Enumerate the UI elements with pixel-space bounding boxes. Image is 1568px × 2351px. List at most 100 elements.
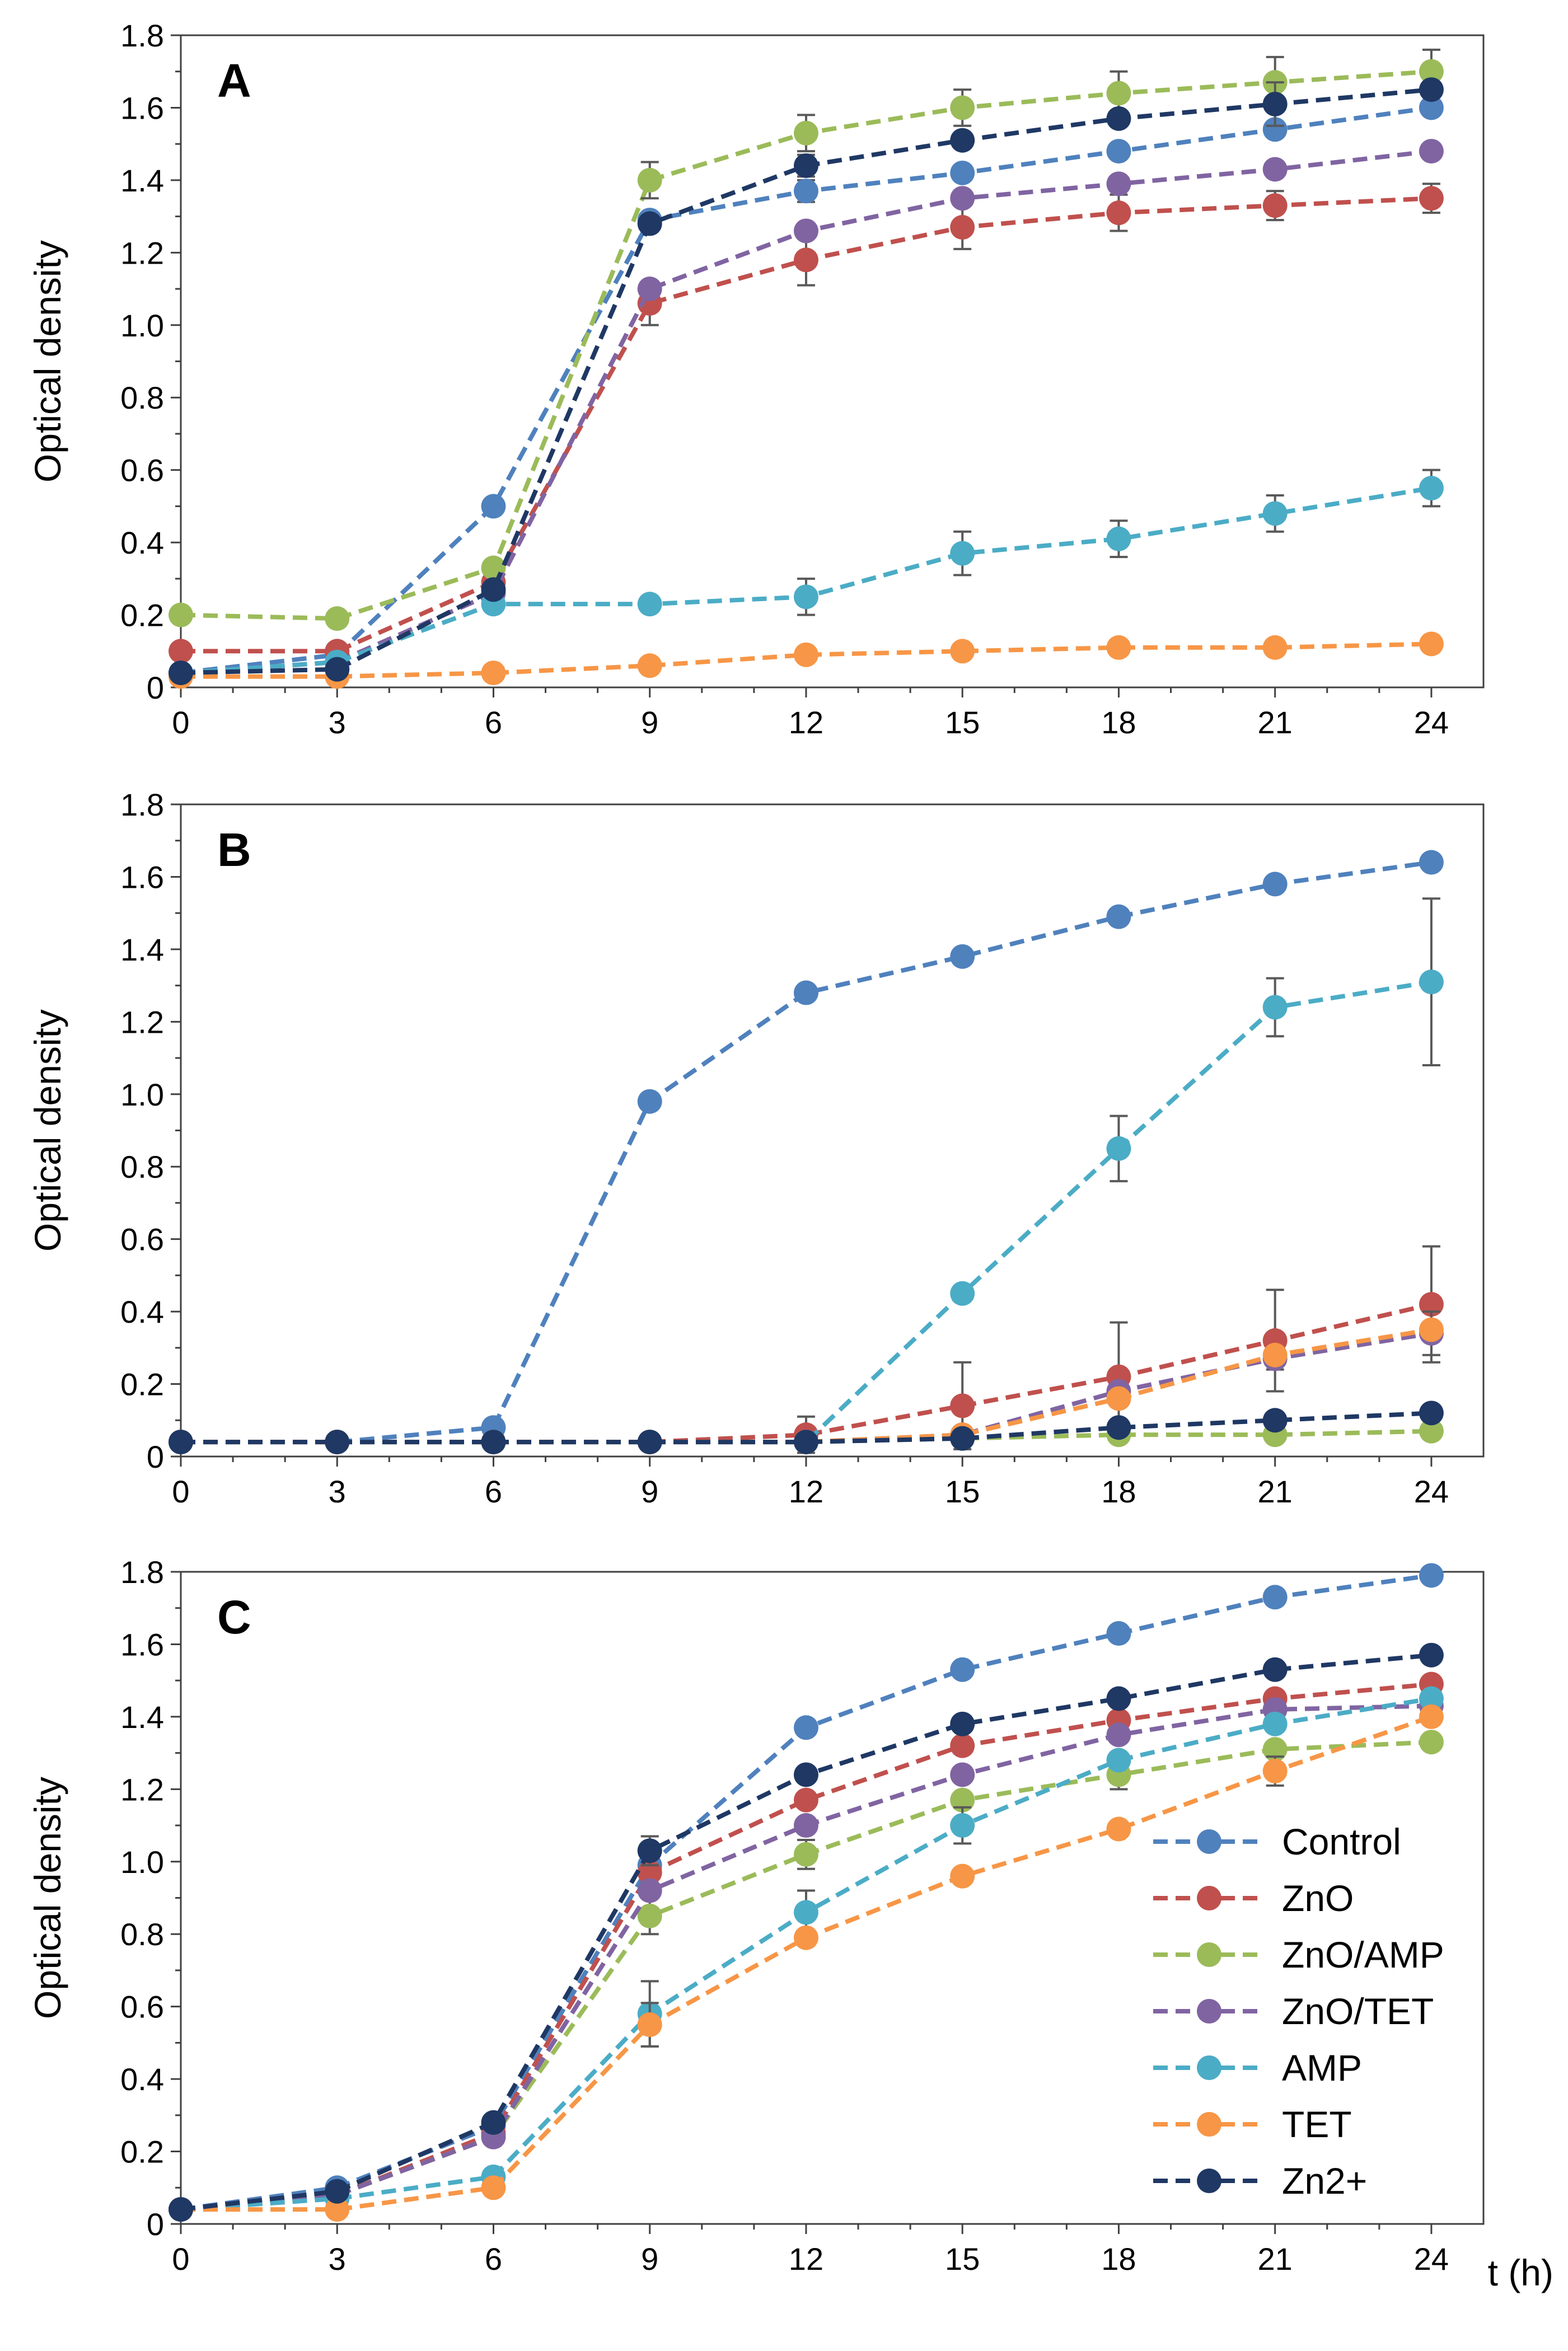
data-point [325, 606, 350, 631]
y-tick-label: 1.4 [120, 1699, 164, 1735]
data-point [793, 218, 818, 243]
data-point [637, 167, 662, 193]
data-point [481, 1430, 506, 1455]
data-point [637, 211, 662, 236]
data-point [1262, 117, 1288, 142]
x-tick-label: 18 [1101, 1474, 1136, 1509]
series-ZnO [168, 1245, 1444, 1455]
legend-label: ZnO/AMP [1282, 1934, 1444, 1975]
x-tick-label: 6 [485, 705, 502, 740]
data-point [950, 1393, 975, 1418]
y-tick-label: 1.4 [120, 932, 164, 967]
data-point [793, 1787, 818, 1813]
data-point [793, 247, 818, 273]
data-point [325, 1430, 350, 1455]
data-point [793, 1715, 818, 1740]
x-tick-label: 18 [1101, 705, 1136, 740]
data-point [950, 1733, 975, 1758]
y-tick-label: 1.2 [120, 1004, 164, 1039]
series-Zn2+ [168, 1401, 1444, 1455]
panel-label: A [217, 54, 251, 107]
y-tick-label: 1.8 [120, 18, 164, 53]
y-tick-label: 0.4 [120, 525, 164, 560]
legend-marker [1197, 2112, 1221, 2137]
data-point [1106, 200, 1131, 226]
data-point [1106, 1722, 1131, 1748]
data-point [481, 2175, 506, 2200]
series-line [181, 980, 1432, 1445]
series-ZnO/TET [168, 139, 1444, 686]
data-point [1262, 1758, 1288, 1783]
legend-label: ZnO [1282, 1877, 1354, 1919]
x-tick-label: 3 [329, 2241, 346, 2277]
data-point [1262, 635, 1288, 660]
data-point [1262, 872, 1288, 897]
y-tick-label: 1.2 [120, 235, 164, 270]
data-point [793, 1925, 818, 1950]
data-point [950, 1762, 975, 1787]
chart-panel-C: 0 0.2 0.4 0.6 0.8 1.0 1.2 1.4 1.6 1.8 0 3 6 9 12 15 18 21… [27, 1554, 1553, 2293]
data-point [637, 1089, 662, 1114]
chart-panel-A: 0 0.2 0.4 0.6 0.8 1.0 1.2 1.4 1.6 1.8 0 3 6 9 12 15 18 21… [27, 18, 1485, 740]
data-point [1106, 635, 1131, 660]
x-tick-label: 0 [172, 705, 189, 740]
x-tick-label: 3 [329, 705, 346, 740]
data-point [793, 1430, 818, 1455]
data-point [950, 215, 975, 240]
data-point [950, 1281, 975, 1306]
data-point [793, 1813, 818, 1838]
data-point [1419, 631, 1444, 657]
data-point [950, 1426, 975, 1451]
data-point [950, 128, 975, 153]
legend-label: ZnO/TET [1282, 1991, 1434, 2032]
legend-label: Zn2+ [1282, 2160, 1367, 2202]
data-point [1106, 526, 1131, 551]
data-point [1106, 139, 1131, 164]
data-point [1419, 1317, 1444, 1342]
data-point [793, 179, 818, 204]
legend-label: TET [1282, 2104, 1352, 2145]
legend-marker [1197, 1829, 1221, 1854]
data-point [168, 2197, 193, 2222]
data-point [793, 153, 818, 178]
data-point [325, 2197, 350, 2222]
data-point [1106, 1621, 1131, 1646]
data-point [950, 944, 975, 969]
data-point [637, 592, 662, 617]
series-ZnO/AMP [168, 48, 1444, 631]
data-point [793, 1842, 818, 1867]
data-point [481, 2110, 506, 2135]
data-point [1419, 476, 1444, 501]
data-point [325, 657, 350, 682]
data-point [1419, 1686, 1444, 1711]
x-tick-label: 12 [789, 705, 823, 740]
x-tick-label: 9 [641, 705, 658, 740]
data-point [637, 1903, 662, 1928]
y-tick-label: 0.6 [120, 1989, 164, 2025]
y-tick-label: 1.6 [120, 90, 164, 125]
y-tick-label: 0.6 [120, 1222, 164, 1257]
y-tick-label: 1.6 [120, 1627, 164, 1662]
y-tick-label: 0 [147, 670, 164, 705]
data-point [1419, 139, 1444, 164]
x-tick-label: 15 [945, 705, 980, 740]
data-point [1262, 1342, 1288, 1367]
data-point [1262, 1657, 1288, 1682]
legend-label: Control [1282, 1821, 1401, 1862]
data-point [1419, 970, 1444, 995]
data-point [793, 980, 818, 1005]
x-tick-label: 6 [485, 2241, 502, 2277]
y-tick-label: 0 [147, 1439, 164, 1474]
legend: Control ZnO ZnO/AMP ZnO/TET AMP TET Zn2+ [1153, 1821, 1444, 2202]
y-tick-label: 0.2 [120, 1367, 164, 1402]
y-tick-label: 1.8 [120, 787, 164, 822]
y-tick-label: 0.4 [120, 2062, 164, 2097]
data-point [637, 1838, 662, 1863]
x-tick-label: 24 [1414, 2241, 1449, 2277]
data-point [1262, 1711, 1288, 1736]
x-axis-title: t (h) [1488, 2252, 1553, 2293]
series-line [181, 860, 1432, 1445]
data-point [325, 2179, 350, 2204]
data-point [950, 1813, 975, 1838]
